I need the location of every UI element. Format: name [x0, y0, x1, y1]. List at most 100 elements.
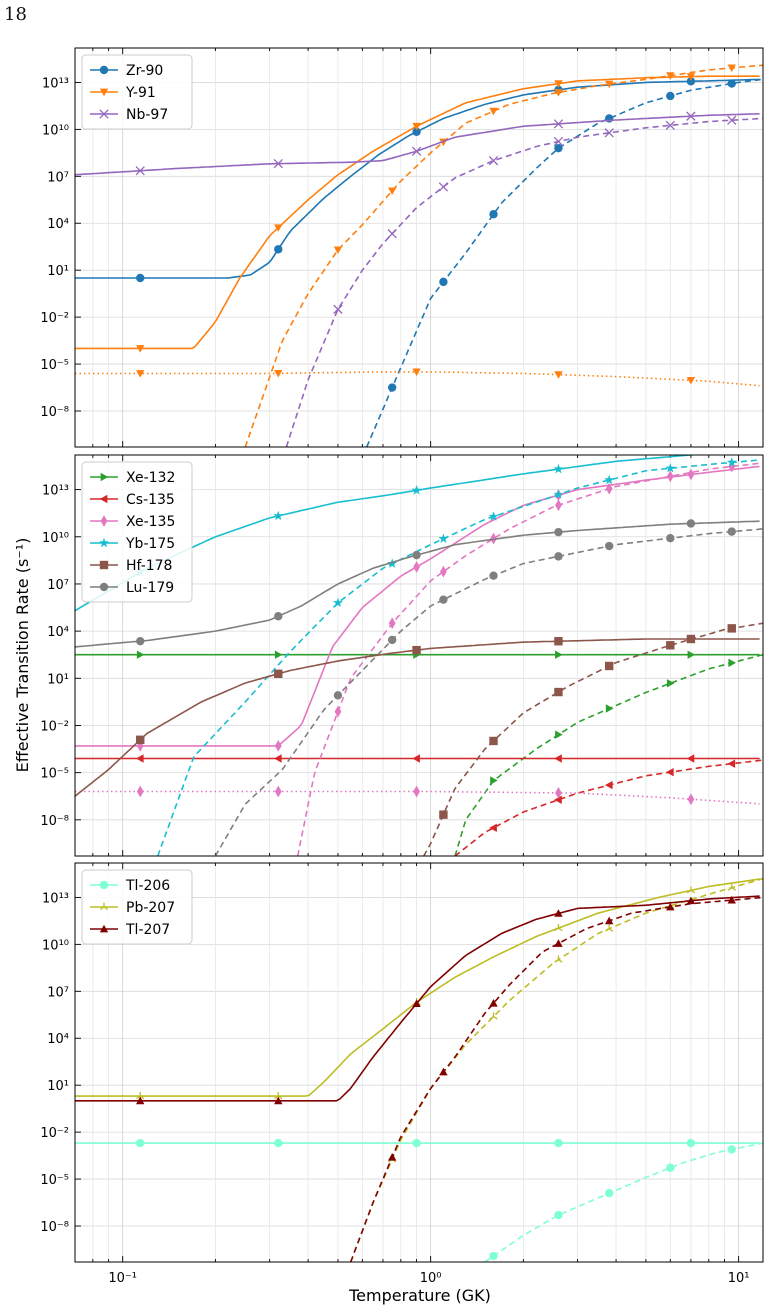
Xe-132-data-point	[490, 776, 498, 785]
Nb-97-data-point	[438, 182, 449, 192]
Xe-135-data-point	[413, 561, 420, 573]
Lu-179-data-point	[605, 541, 614, 551]
legend-label-Xe-132: Xe-132	[126, 470, 175, 486]
Nb-97-data-point	[553, 119, 564, 129]
Y-91-dashed-line	[244, 64, 763, 447]
legend-marker-Tl-207	[99, 924, 109, 933]
legend-label-Nb-97: Nb-97	[126, 107, 168, 123]
plot-frame	[74, 47, 764, 448]
legend-box	[81, 54, 193, 130]
y-tick-label: 10¹	[47, 264, 69, 279]
Nb-97-data-point	[665, 120, 675, 131]
Cs-135-data-point	[554, 754, 562, 763]
Xe-135-data-point	[666, 470, 674, 483]
Xe-132-data-point	[605, 704, 614, 713]
Xe-135-data-point	[136, 785, 144, 798]
Y-91-data-point	[666, 72, 675, 80]
y-tick-label: 10¹³	[42, 891, 69, 906]
Pb-207-data-point	[554, 923, 563, 932]
Cs-135-data-point	[274, 754, 282, 763]
Lu-179-data-point	[727, 527, 736, 536]
Hf-178-dashed-line	[423, 622, 763, 856]
Tl-207-data-point	[136, 1096, 145, 1105]
Xe-132-data-point	[666, 679, 675, 688]
Xe-135-data-point	[605, 482, 613, 495]
y-tick-label: 10¹⁰	[42, 123, 69, 138]
legend: Xe-132 Cs-135 Xe-135 Yb-175 Hf-178 Lu-179	[81, 461, 193, 603]
legend-marker-Hf-178	[99, 560, 109, 570]
Pb-207-data-point	[136, 1091, 145, 1100]
x-tick-label: 10¹	[728, 1271, 750, 1286]
Hf-178-data-point	[554, 637, 563, 646]
legend-marker-Cs-135	[99, 494, 108, 504]
legend-marker-Zr-90	[99, 65, 109, 75]
legend-marker-Yb-175	[99, 537, 109, 548]
legend-label-Lu-179: Lu-179	[126, 580, 174, 596]
y-tick-label: 10¹	[47, 672, 69, 687]
Yb-175-data-point	[273, 510, 284, 521]
Nb-97-data-point	[411, 146, 422, 156]
Yb-175-data-point	[726, 457, 737, 467]
Lu-179-data-point	[387, 635, 397, 645]
y-tick-label: 10⁻⁸	[40, 814, 69, 829]
Xe-135-data-point	[555, 787, 562, 799]
Xe-135-data-point	[687, 793, 695, 806]
Lu-179-data-point	[666, 533, 675, 543]
y-tick-label: 10⁴	[47, 625, 69, 640]
Zr-90-data-point	[686, 77, 696, 86]
Y-91-data-point	[554, 371, 563, 379]
Yb-175-data-point	[604, 474, 615, 485]
Xe-132-data-point	[728, 658, 736, 668]
y-tick-label: 10⁻²	[40, 1126, 69, 1141]
series-group	[75, 64, 763, 447]
legend-marker-Tl-206	[99, 880, 109, 890]
Tl-206-data-point	[136, 1138, 145, 1148]
Pb-207-data-point	[274, 1091, 283, 1100]
Zr-90-data-point	[666, 91, 675, 101]
Zr-90-data-point	[412, 127, 421, 137]
Y-91-data-point	[554, 80, 563, 88]
Hf-178-data-point	[412, 645, 421, 655]
Lu-179-data-point	[489, 571, 498, 580]
Tl-207-dashed-line	[349, 896, 763, 1262]
Xe-132-data-point	[274, 650, 283, 659]
legend-marker-Nb-97	[99, 109, 109, 119]
Xe-132-data-point	[555, 650, 563, 659]
Lu-179-data-point	[136, 636, 145, 646]
Tl-207-data-point	[489, 999, 498, 1007]
Tl-207-data-point	[274, 1096, 283, 1105]
Tl-207-data-point	[554, 909, 563, 917]
Pb-207-data-point	[605, 924, 614, 932]
Lu-179-data-point	[686, 519, 696, 528]
y-tick-label: 10¹³	[42, 76, 69, 91]
plot-frame	[74, 862, 764, 1263]
Xe-135-data-point	[388, 617, 396, 630]
y-tick-label: 10⁷	[47, 578, 69, 593]
Tl-207-data-point	[686, 896, 696, 905]
Y-91-data-point	[686, 377, 696, 385]
Hf-178-data-point	[666, 641, 675, 650]
Y-91-data-point	[727, 64, 736, 73]
Lu-179-data-point	[554, 552, 563, 561]
panel-bottom: 10⁻⁸ 10⁻⁵ 10⁻² 10¹ 10⁴ 10⁷ 10¹⁰ 10¹³ 10⁻¹ 10⁰ 10¹ T…	[40, 862, 764, 1286]
legend: Zr-90 Y-91 Nb-97	[81, 54, 193, 130]
Y-91-data-point	[274, 224, 283, 232]
legend-box	[81, 869, 193, 945]
legend-marker-Xe-132	[100, 472, 109, 482]
Y-91-data-point	[333, 246, 343, 255]
Tl-206-data-point	[489, 1251, 498, 1261]
Zr-90-data-point	[274, 245, 283, 254]
Nb-97-data-point	[135, 166, 145, 176]
legend-marker-Y-91	[99, 88, 109, 97]
Xe-132-data-point	[136, 650, 145, 659]
Zr-90-data-point	[387, 383, 397, 392]
Nb-97-dashed-line	[285, 117, 763, 447]
legend-label-Cs-135: Cs-135	[126, 492, 175, 508]
x-tick-label: 10⁰	[420, 1271, 442, 1286]
Nb-97-data-point	[727, 115, 737, 125]
legend-box	[81, 461, 193, 603]
Xe-135-data-point	[136, 740, 144, 752]
y-tick-label: 10⁴	[47, 1032, 69, 1047]
y-axis-label: Effective Transition Rate (s⁻¹)	[13, 538, 32, 773]
